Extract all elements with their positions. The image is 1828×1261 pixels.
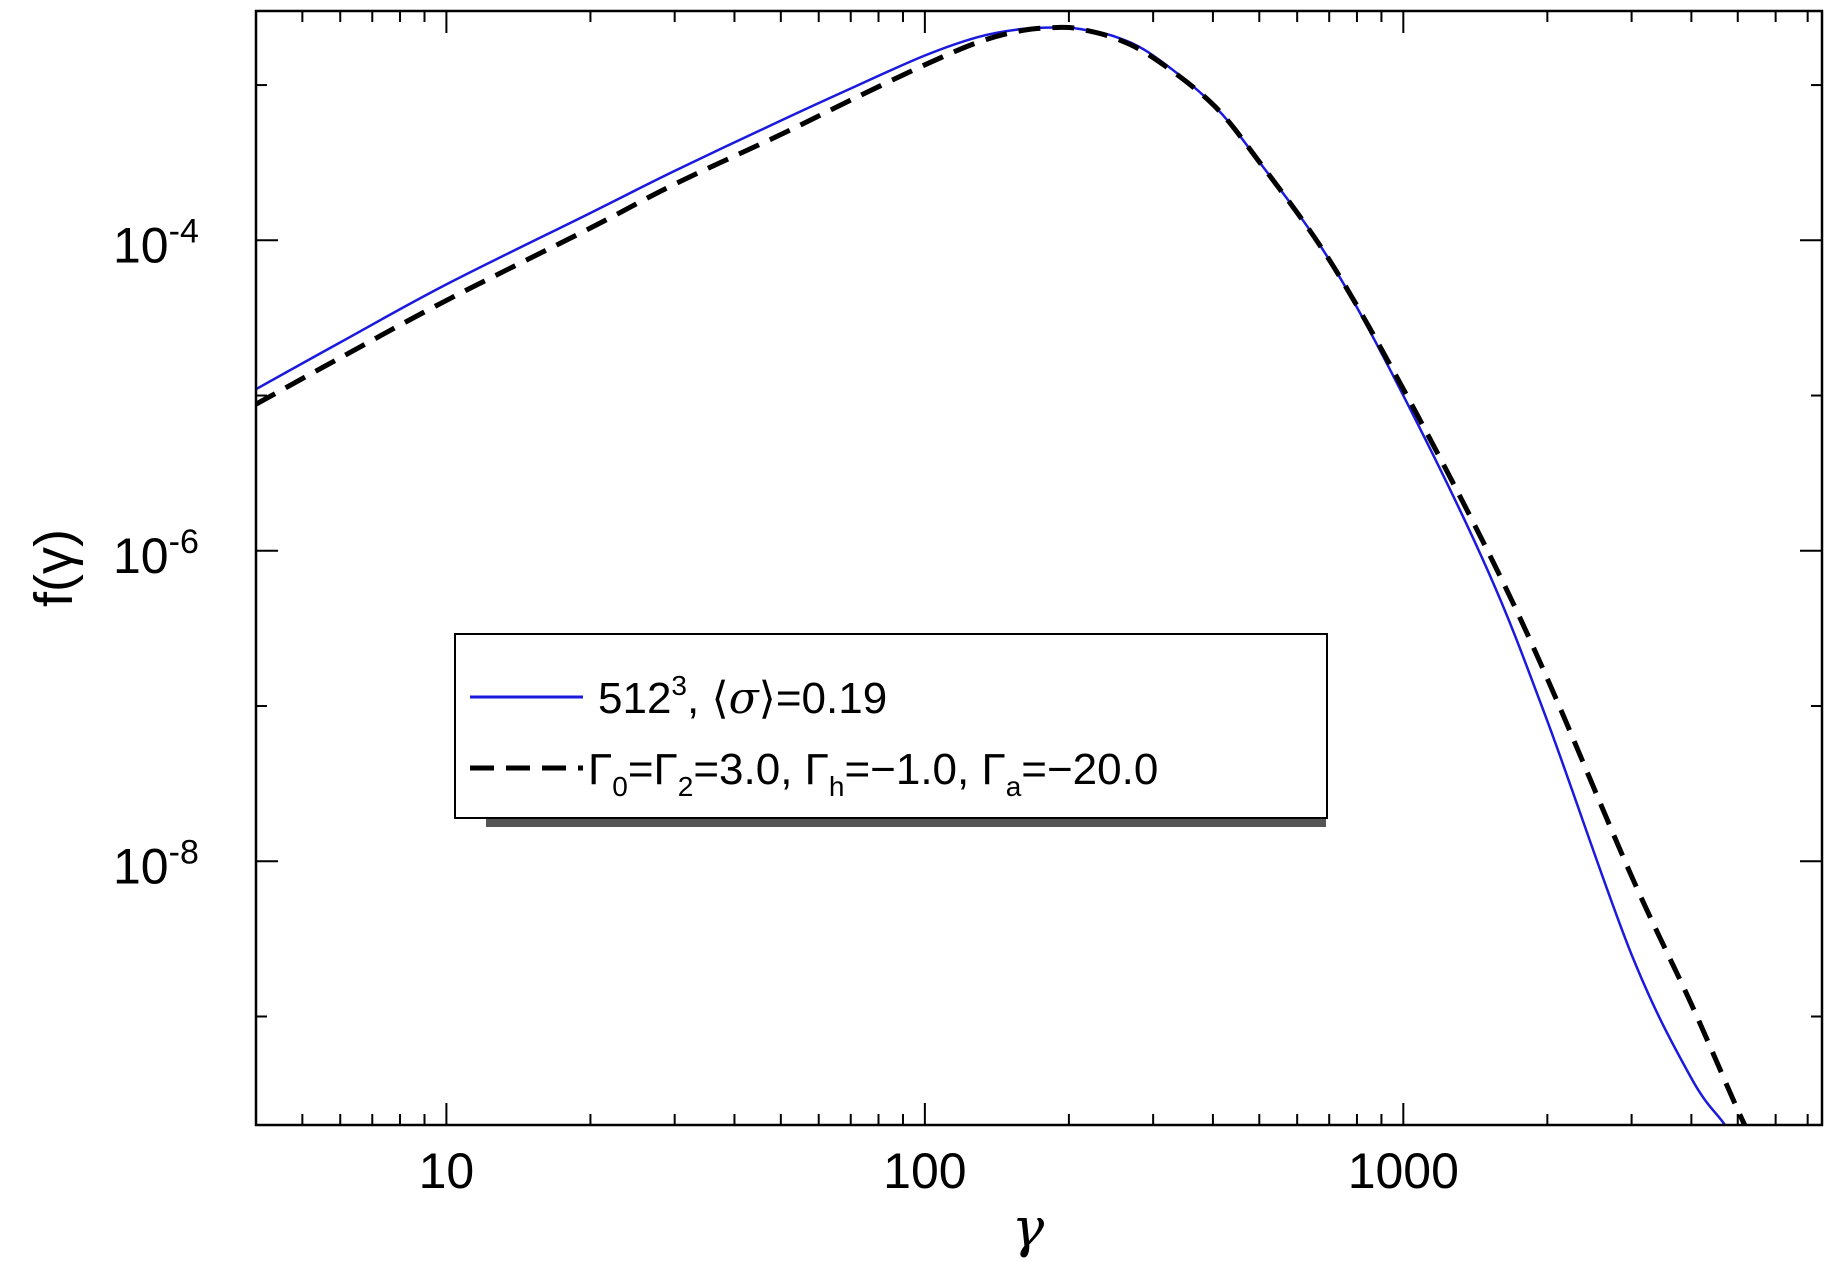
x-tick-label-1: 100 — [883, 1143, 966, 1199]
legend-label-1: Γ0=Γ2=3.0, Γh=−1.0, Γa=−20.0 — [588, 745, 1158, 802]
legend: 5123, ⟨σ⟩=0.19 Γ0=Γ2=3.0, Γh=−1.0, Γa=−2… — [454, 633, 1328, 827]
minor-ticks — [255, 11, 1822, 1125]
y-tick-label-1: 10-6 — [113, 523, 199, 584]
x-tick-label-0: 10 — [419, 1143, 475, 1199]
series-line-1 — [256, 24, 1748, 1125]
y-axis-label-group: f(γ) — [24, 529, 84, 607]
y-tick-labels: 10-4 10-6 10-8 — [113, 212, 199, 894]
plot-frame — [254, 9, 1824, 1127]
y-tick-label-2: 10-8 — [113, 833, 199, 894]
x-tick-labels: 10 100 1000 — [419, 1143, 1459, 1199]
legend-box — [454, 633, 1328, 819]
series-line-0 — [256, 26, 1727, 1125]
y-axis-label: f(γ) — [24, 529, 84, 607]
x-tick-label-2: 1000 — [1348, 1143, 1459, 1199]
series-layer — [256, 24, 1748, 1125]
legend-label-0: 5123, ⟨σ⟩=0.19 — [598, 670, 887, 724]
legend-shadow — [486, 818, 1326, 827]
major-ticks — [256, 11, 1822, 1125]
y-tick-label-0: 10-4 — [113, 212, 199, 273]
x-axis-label: γ — [1012, 1196, 1045, 1259]
